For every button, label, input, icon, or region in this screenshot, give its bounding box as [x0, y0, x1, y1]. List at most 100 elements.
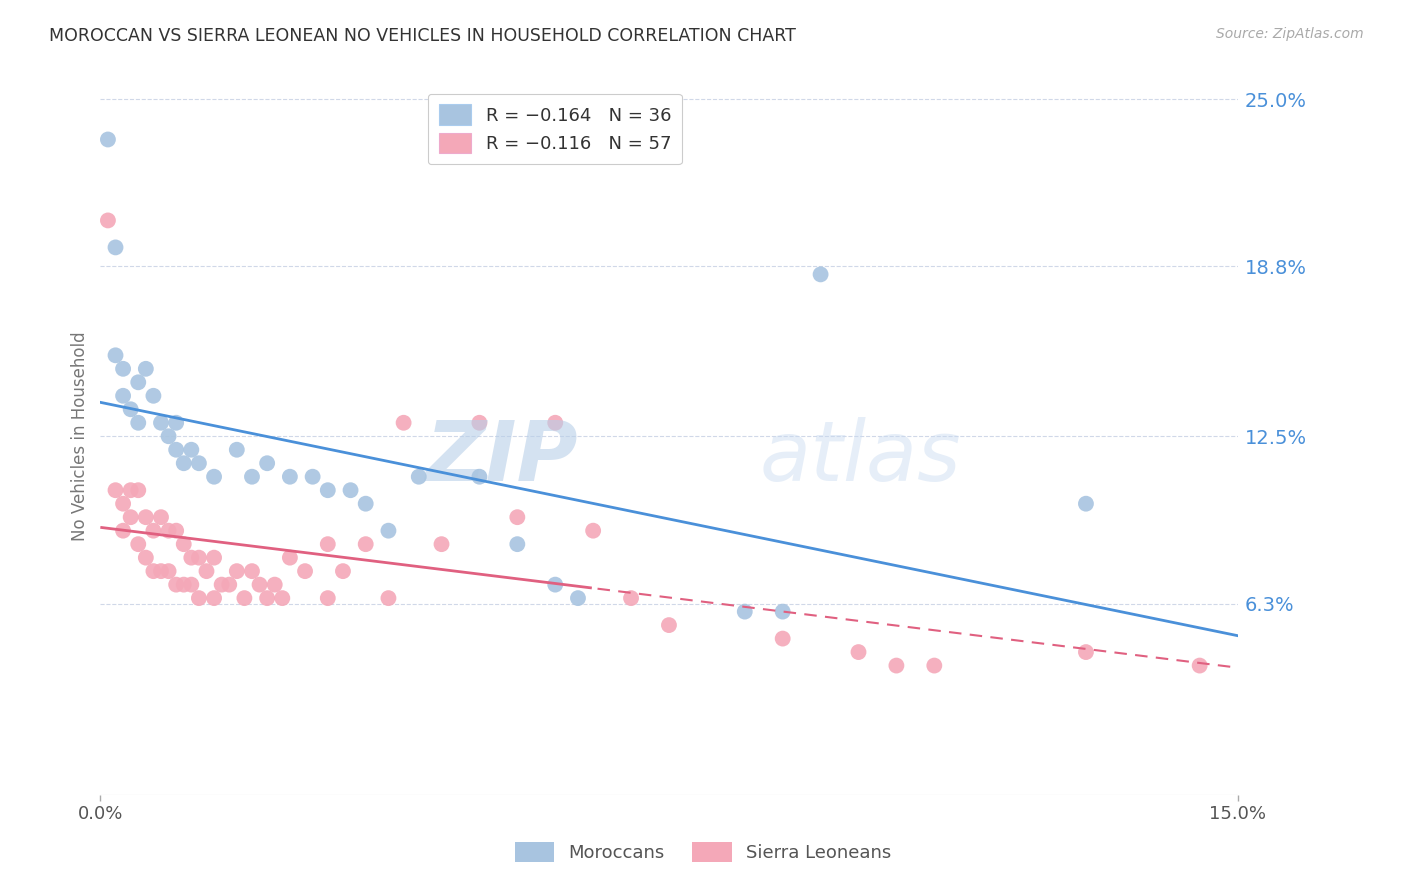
- Point: [377, 524, 399, 538]
- Point: [165, 442, 187, 457]
- Point: [225, 564, 247, 578]
- Point: [202, 591, 225, 606]
- Point: [112, 389, 135, 403]
- Point: [187, 591, 209, 606]
- Point: [127, 537, 149, 551]
- Point: [468, 416, 491, 430]
- Point: [354, 497, 377, 511]
- Point: [1074, 645, 1097, 659]
- Point: [332, 564, 354, 578]
- Point: [165, 416, 187, 430]
- Point: [301, 469, 323, 483]
- Point: [233, 591, 256, 606]
- Point: [240, 564, 263, 578]
- Text: ZIP: ZIP: [426, 417, 578, 499]
- Point: [150, 510, 173, 524]
- Point: [187, 550, 209, 565]
- Point: [408, 469, 430, 483]
- Point: [202, 469, 225, 483]
- Point: [135, 361, 157, 376]
- Point: [112, 524, 135, 538]
- Point: [225, 442, 247, 457]
- Point: [249, 577, 271, 591]
- Point: [211, 577, 233, 591]
- Point: [173, 537, 195, 551]
- Point: [256, 456, 278, 470]
- Point: [544, 577, 567, 591]
- Point: [112, 497, 135, 511]
- Text: atlas: atlas: [759, 417, 962, 499]
- Point: [165, 524, 187, 538]
- Point: [104, 240, 127, 254]
- Point: [506, 510, 529, 524]
- Point: [506, 537, 529, 551]
- Point: [886, 658, 908, 673]
- Point: [127, 376, 149, 390]
- Point: [271, 591, 294, 606]
- Point: [544, 416, 567, 430]
- Point: [173, 577, 195, 591]
- Point: [135, 550, 157, 565]
- Point: [157, 429, 180, 443]
- Point: [1188, 658, 1211, 673]
- Point: [924, 658, 946, 673]
- Text: MOROCCAN VS SIERRA LEONEAN NO VEHICLES IN HOUSEHOLD CORRELATION CHART: MOROCCAN VS SIERRA LEONEAN NO VEHICLES I…: [49, 27, 796, 45]
- Point: [377, 591, 399, 606]
- Point: [734, 605, 756, 619]
- Point: [848, 645, 870, 659]
- Point: [112, 361, 135, 376]
- Point: [263, 577, 285, 591]
- Point: [180, 442, 202, 457]
- Point: [165, 577, 187, 591]
- Point: [316, 591, 339, 606]
- Legend: R = −0.164   N = 36, R = −0.116   N = 57: R = −0.164 N = 36, R = −0.116 N = 57: [427, 94, 682, 164]
- Point: [202, 550, 225, 565]
- Point: [582, 524, 605, 538]
- Point: [256, 591, 278, 606]
- Point: [104, 483, 127, 498]
- Point: [142, 564, 165, 578]
- Point: [120, 402, 142, 417]
- Point: [157, 564, 180, 578]
- Point: [430, 537, 453, 551]
- Point: [316, 483, 339, 498]
- Point: [142, 524, 165, 538]
- Point: [772, 605, 794, 619]
- Point: [135, 510, 157, 524]
- Point: [658, 618, 681, 632]
- Point: [97, 213, 120, 227]
- Point: [127, 416, 149, 430]
- Point: [150, 564, 173, 578]
- Point: [278, 550, 301, 565]
- Point: [620, 591, 643, 606]
- Point: [180, 577, 202, 591]
- Point: [104, 348, 127, 362]
- Point: [127, 483, 149, 498]
- Y-axis label: No Vehicles in Household: No Vehicles in Household: [72, 332, 89, 541]
- Point: [173, 456, 195, 470]
- Point: [339, 483, 361, 498]
- Point: [142, 389, 165, 403]
- Point: [195, 564, 218, 578]
- Point: [150, 416, 173, 430]
- Point: [294, 564, 316, 578]
- Point: [240, 469, 263, 483]
- Point: [392, 416, 415, 430]
- Point: [180, 550, 202, 565]
- Point: [278, 469, 301, 483]
- Point: [120, 510, 142, 524]
- Point: [120, 483, 142, 498]
- Point: [218, 577, 240, 591]
- Point: [97, 132, 120, 146]
- Point: [157, 524, 180, 538]
- Point: [354, 537, 377, 551]
- Point: [810, 268, 832, 282]
- Text: Source: ZipAtlas.com: Source: ZipAtlas.com: [1216, 27, 1364, 41]
- Point: [316, 537, 339, 551]
- Point: [1074, 497, 1097, 511]
- Legend: Moroccans, Sierra Leoneans: Moroccans, Sierra Leoneans: [508, 835, 898, 870]
- Point: [187, 456, 209, 470]
- Point: [772, 632, 794, 646]
- Point: [468, 469, 491, 483]
- Point: [567, 591, 589, 606]
